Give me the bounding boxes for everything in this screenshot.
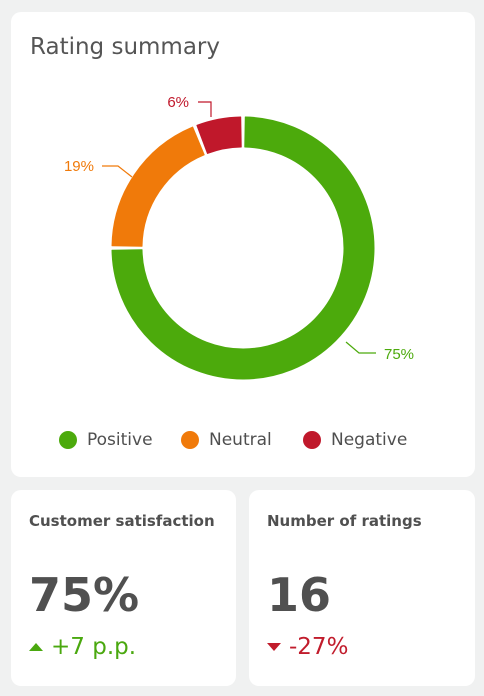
number-of-ratings-value: 16 xyxy=(267,568,332,622)
legend-item-negative[interactable]: Negative xyxy=(303,430,407,450)
leader-line-positive xyxy=(345,341,376,354)
number-of-ratings-delta: -27% xyxy=(267,634,348,660)
legend-label-positive: Positive xyxy=(87,430,153,450)
legend-label-negative: Negative xyxy=(331,430,408,450)
chart-legend: Positive Neutral Negative xyxy=(11,430,475,454)
number-of-ratings-title: Number of ratings xyxy=(267,512,422,530)
trend-down-icon xyxy=(267,643,281,651)
donut-slice-negative[interactable] xyxy=(196,116,242,154)
rating-summary-card: Rating summary 75% 19% 6% Positive Neutral… xyxy=(11,12,475,477)
customer-satisfaction-value: 75% xyxy=(29,568,140,622)
rating-donut-chart: 75% 19% 6% xyxy=(64,94,414,380)
customer-satisfaction-card: Customer satisfaction 75% +7 p.p. xyxy=(11,490,236,686)
legend-marker-neutral xyxy=(181,431,199,449)
customer-satisfaction-delta: +7 p.p. xyxy=(29,634,136,660)
data-label-neutral: 19% xyxy=(64,158,94,175)
donut-slice-neutral[interactable] xyxy=(111,126,205,247)
data-label-positive: 75% xyxy=(384,346,414,363)
legend-marker-positive xyxy=(59,431,77,449)
customer-satisfaction-title: Customer satisfaction xyxy=(29,512,215,530)
legend-marker-negative xyxy=(303,431,321,449)
donut-slice-positive[interactable] xyxy=(111,116,375,380)
leader-line-neutral xyxy=(102,165,133,178)
rating-summary-title: Rating summary xyxy=(30,34,220,60)
legend-item-neutral[interactable]: Neutral xyxy=(181,430,272,450)
customer-satisfaction-delta-text: +7 p.p. xyxy=(51,634,137,660)
number-of-ratings-card: Number of ratings 16 -27% xyxy=(249,490,475,686)
legend-item-positive[interactable]: Positive xyxy=(59,430,153,450)
trend-up-icon xyxy=(29,643,43,651)
data-label-negative: 6% xyxy=(167,94,189,111)
number-of-ratings-delta-text: -27% xyxy=(289,634,349,660)
leader-line-negative xyxy=(198,101,212,117)
legend-label-neutral: Neutral xyxy=(209,430,272,450)
